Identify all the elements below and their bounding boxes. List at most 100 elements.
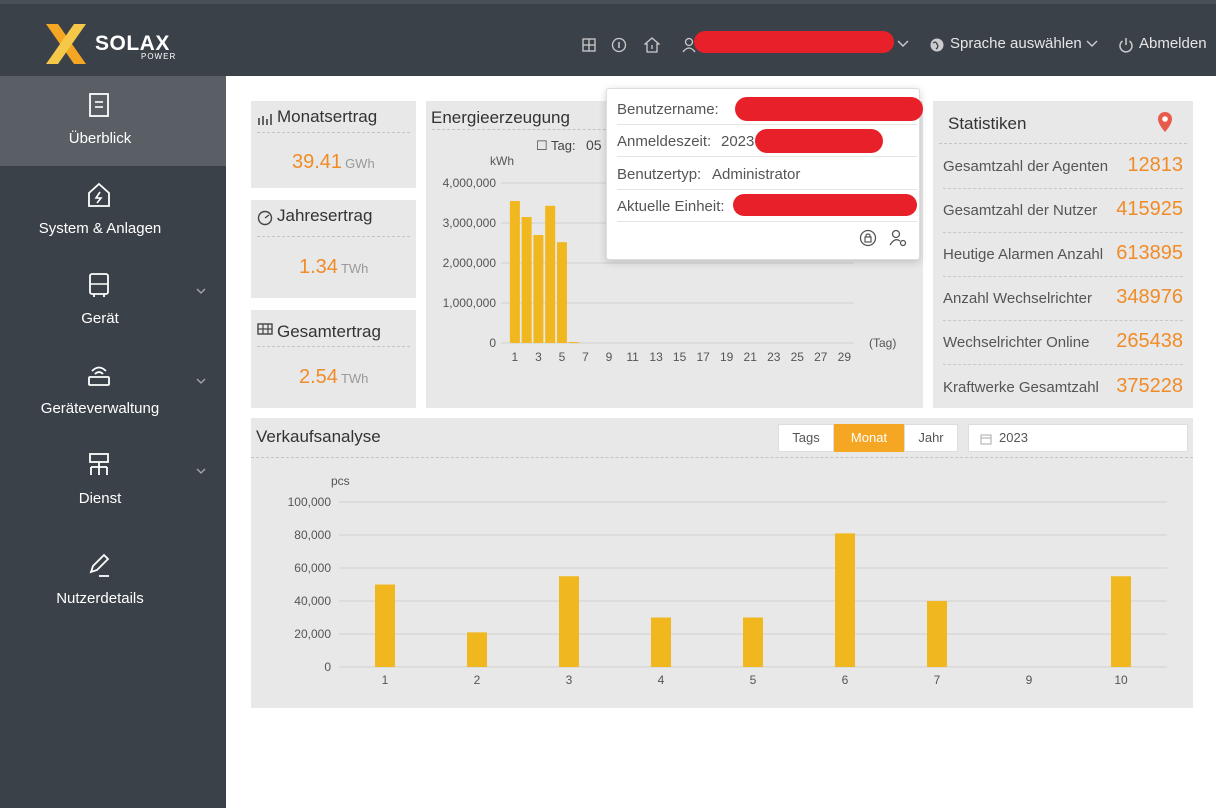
year-picker-value: 2023	[999, 430, 1028, 445]
sidebar-item-overview[interactable]: Überblick	[0, 76, 226, 166]
stat-row: Kraftwerke Gesamtzahl 375228	[943, 366, 1183, 410]
yearly-yield-card: Jahresertrag 1.34 TWh	[251, 200, 416, 298]
monthly-yield-value: 39.41 GWh	[292, 151, 375, 174]
sidebar-item-service[interactable]: Dienst	[0, 436, 226, 526]
stat-label: Gesamtzahl der Nutzer	[943, 202, 1098, 219]
monthly-yield-card: Monatsertrag 39.41 GWh	[251, 101, 416, 188]
user-icon[interactable]	[681, 37, 697, 53]
total-yield-value: 2.54 TWh	[299, 366, 368, 389]
stat-label: Gesamtzahl der Agenten	[943, 158, 1109, 175]
x-tick-label: 3	[535, 350, 542, 364]
y-tick-label: 40,000	[294, 594, 331, 608]
y-tick-label: 2,000,000	[443, 256, 497, 270]
stat-label: Heutige Alarmen Anzahl	[943, 246, 1104, 263]
value-number: 1.34	[299, 256, 338, 278]
info-icon[interactable]	[611, 37, 627, 53]
user-type-label: Benutzertyp:	[617, 166, 702, 183]
card-title: Verkaufsanalyse	[256, 427, 381, 446]
logout-button[interactable]: Abmelden	[1139, 35, 1207, 52]
sales-bar	[1111, 576, 1131, 667]
chevron-down-icon	[196, 468, 206, 474]
login-time-redaction	[755, 129, 883, 153]
sales-bar	[375, 584, 395, 667]
value-number: 2.54	[299, 366, 338, 388]
yearly-yield-value: 1.34 TWh	[299, 256, 368, 279]
tab-month[interactable]: Monat	[834, 424, 904, 452]
sidebar-item-system[interactable]: System & Anlagen	[0, 166, 226, 256]
energy-bar	[533, 235, 544, 343]
value-number: 39.41	[292, 151, 343, 173]
x-tick-label: 5	[559, 350, 566, 364]
document-icon	[89, 93, 109, 117]
x-tick-label: 4	[658, 673, 665, 687]
tab-days[interactable]: Tags	[778, 424, 834, 452]
chevron-down-icon	[196, 288, 206, 294]
sidebar-item-device[interactable]: Gerät	[0, 256, 226, 346]
day-filter[interactable]: ☐ Tag:	[536, 138, 576, 153]
day-filter-value[interactable]: 05	[586, 137, 602, 153]
home-alarm-icon[interactable]	[644, 37, 660, 53]
x-tick-label: 23	[767, 350, 781, 364]
stat-row: Wechselrichter Online 265438	[943, 321, 1183, 365]
globe-icon[interactable]	[929, 37, 945, 53]
x-tick-label: 13	[649, 350, 663, 364]
sales-bar-chart: pcs 100,000 80,000 60,000 40,000 20,000 0 1 2 3 4 5…	[288, 474, 1167, 687]
sidebar-item-label: Überblick	[68, 130, 132, 147]
sidebar-item-device-management[interactable]: Geräteverwaltung	[0, 346, 226, 436]
layout-icon[interactable]	[581, 37, 597, 53]
power-icon[interactable]	[1118, 37, 1134, 53]
x-tick-label: 7	[934, 673, 941, 687]
edit-icon	[89, 553, 110, 577]
network-icon	[89, 453, 109, 475]
x-tick-label: 25	[791, 350, 805, 364]
user-type-value: Administrator	[712, 166, 801, 183]
user-settings-icon[interactable]	[889, 229, 907, 247]
sales-bar	[927, 601, 947, 667]
popup-unit-row: Aktuelle Einheit:	[617, 190, 917, 222]
x-tick-label: 1	[512, 350, 519, 364]
x-tick-label: 9	[606, 350, 613, 364]
x-tick-label: 27	[814, 350, 828, 364]
card-title: Energieerzeugung	[431, 108, 570, 127]
popup-login-time-row: Anmeldeszeit: 2023	[617, 125, 917, 157]
energy-bar	[521, 217, 532, 343]
lock-password-icon[interactable]	[859, 229, 877, 247]
chevron-down-icon[interactable]	[897, 40, 909, 48]
x-tick-label: 19	[720, 350, 734, 364]
location-pin-icon[interactable]	[1156, 111, 1174, 133]
divider	[257, 346, 410, 347]
stat-value: 375228	[1116, 375, 1183, 397]
year-picker[interactable]: 2023	[968, 424, 1188, 452]
inverter-icon	[89, 273, 109, 297]
logo-x-mark	[46, 24, 86, 64]
chevron-down-icon[interactable]	[1086, 40, 1098, 48]
username-label: Benutzername:	[617, 101, 719, 118]
sidebar-item-label: System & Anlagen	[38, 220, 162, 237]
stat-row: Gesamtzahl der Agenten 12813	[943, 145, 1183, 189]
language-selector[interactable]: Sprache auswählen	[950, 35, 1082, 52]
y-tick-label: 80,000	[294, 528, 331, 542]
y-tick-label: 60,000	[294, 561, 331, 575]
x-tick-label: 21	[744, 350, 758, 364]
username-redaction	[694, 31, 894, 53]
divider	[251, 457, 1193, 458]
chevron-down-icon	[196, 378, 206, 384]
popup-user-type-row: Benutzertyp: Administrator	[617, 158, 917, 190]
energy-bar	[545, 205, 556, 343]
x-tick-label: 1	[382, 673, 389, 687]
value-unit: TWh	[340, 371, 369, 386]
value-unit: GWh	[345, 156, 375, 171]
sidebar-item-user-details[interactable]: Nutzerdetails	[0, 536, 226, 626]
x-tick-label: 2	[474, 673, 481, 687]
tab-year[interactable]: Jahr	[904, 424, 958, 452]
stat-value: 265438	[1116, 330, 1183, 352]
y-tick-label: 3,000,000	[443, 216, 497, 230]
sidebar-item-label: Dienst	[78, 490, 122, 507]
y-tick-label: 20,000	[294, 627, 331, 641]
sidebar-item-label: Nutzerdetails	[56, 590, 144, 607]
y-tick-label: 0	[489, 336, 496, 350]
sales-analysis-card: Verkaufsanalyse	[251, 418, 1193, 708]
solax-logo[interactable]: SOLAX POWER	[44, 22, 194, 66]
energy-bar-chart: kWh 4,000,000 3,000,000 2,000,000 1,000,000 0…	[443, 154, 897, 364]
user-info-popup: Benutzername: Anmeldeszeit: 2023 Benutze…	[606, 88, 923, 260]
